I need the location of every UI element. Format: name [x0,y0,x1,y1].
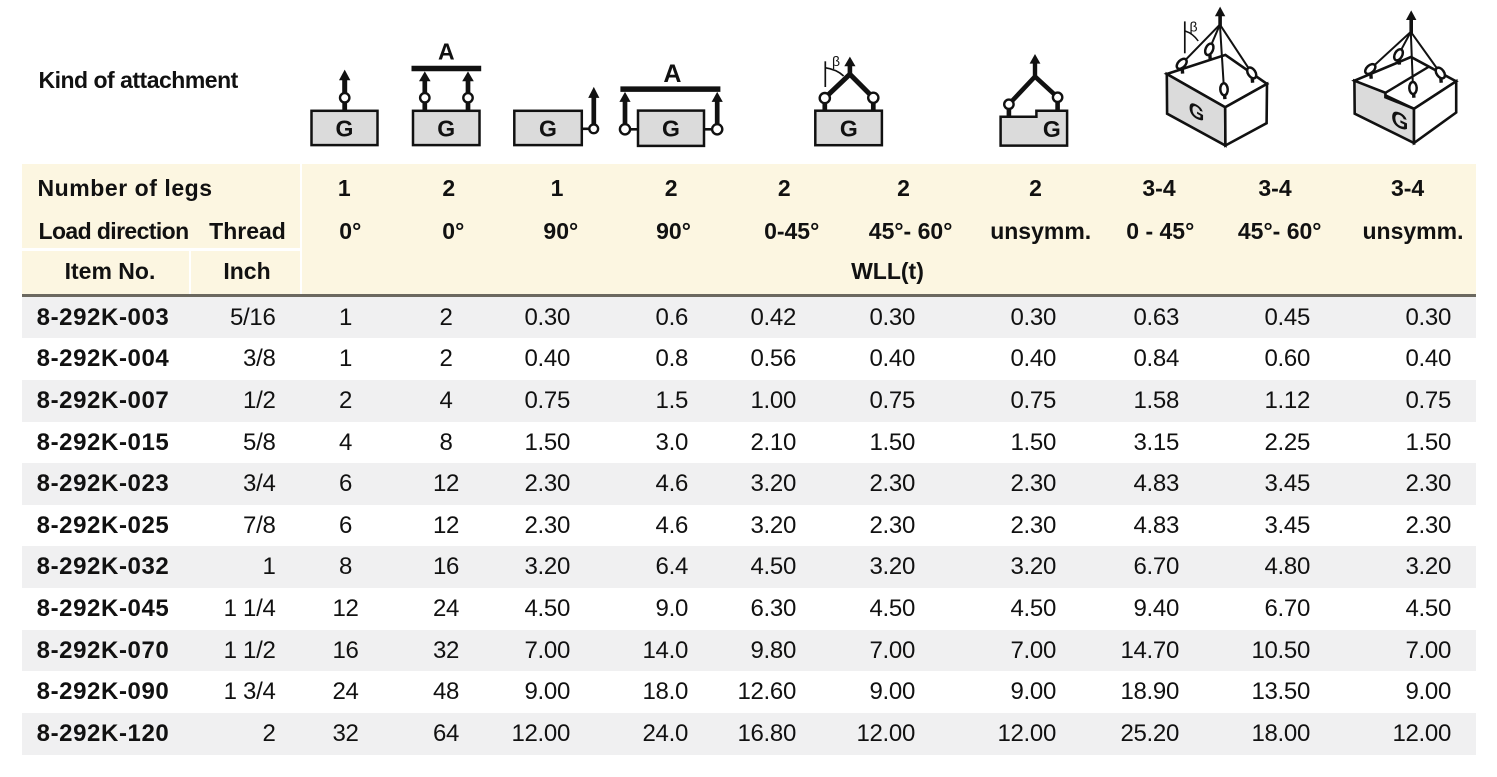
svg-text:G: G [662,116,680,142]
svg-text:G: G [336,115,354,141]
svg-text:A: A [663,60,681,88]
svg-text:β: β [1189,19,1197,35]
svg-text:β: β [832,53,840,69]
svg-text:G: G [840,116,858,142]
svg-text:G: G [539,115,557,141]
svg-text:G: G [1189,96,1205,127]
svg-text:A: A [438,39,455,65]
svg-text:G: G [1391,104,1408,137]
svg-text:G: G [437,115,455,141]
svg-text:G: G [1043,116,1061,142]
